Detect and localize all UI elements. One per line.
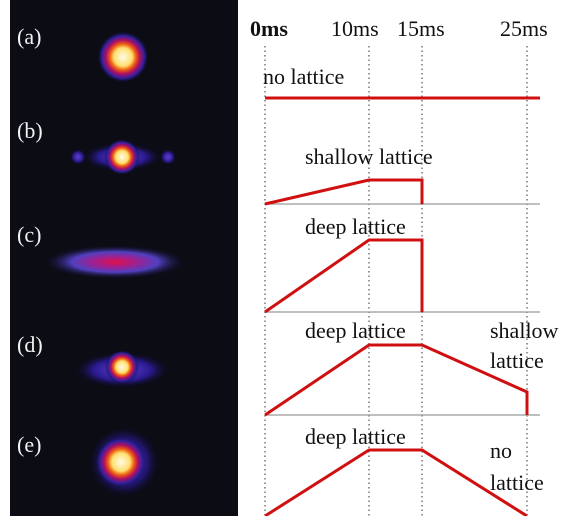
annotation: deep lattice <box>305 214 406 239</box>
panel-label: (c) <box>17 222 41 247</box>
lattice-ramp <box>265 180 422 204</box>
lattice-ramp <box>265 240 422 312</box>
side-peak <box>160 149 176 165</box>
annotation: shallow lattice <box>305 144 433 169</box>
time-label: 0ms <box>250 16 288 41</box>
figure: (a) (b) (c) (d) (e) 0ms 10ms 15ms 25ms n… <box>0 0 580 516</box>
annotation: deep lattice <box>305 424 406 449</box>
cloud <box>97 31 149 83</box>
side-peak <box>70 149 86 165</box>
cloud <box>95 436 147 488</box>
time-label: 10ms <box>331 16 379 41</box>
cloud <box>43 245 187 279</box>
cloud <box>105 350 139 384</box>
annotation: no <box>490 438 512 463</box>
annotation: deep lattice <box>305 318 406 343</box>
cloud <box>104 139 140 175</box>
lattice-ramp <box>265 450 527 516</box>
panel-label: (e) <box>17 432 41 457</box>
panel-label: (a) <box>17 24 41 49</box>
annotation: shallow <box>490 318 559 343</box>
annotation: lattice <box>490 470 544 495</box>
time-label: 25ms <box>500 16 548 41</box>
lattice-ramp <box>265 345 527 415</box>
annotation: lattice <box>490 348 544 373</box>
panel-label: (b) <box>17 118 43 143</box>
panel-label: (d) <box>17 332 43 357</box>
annotation: no lattice <box>263 64 344 89</box>
time-label: 15ms <box>397 16 445 41</box>
